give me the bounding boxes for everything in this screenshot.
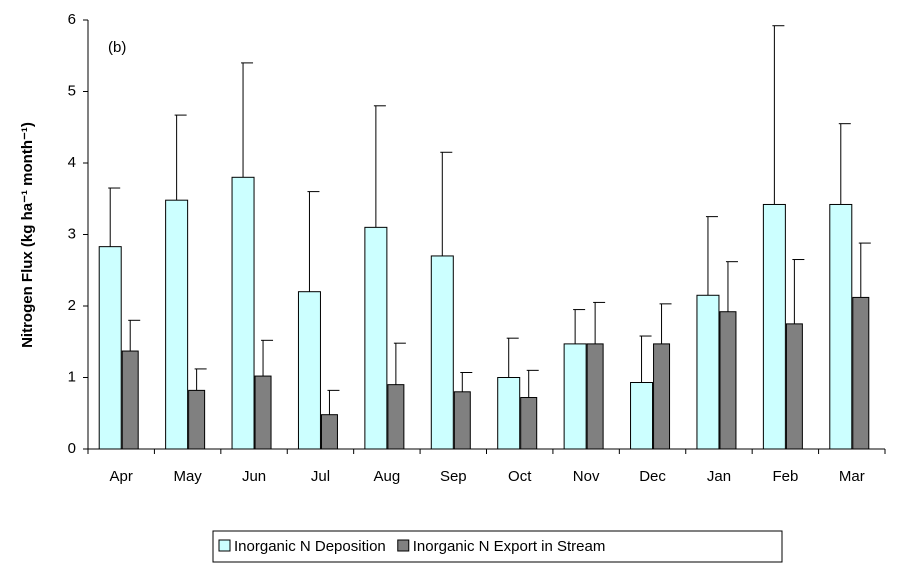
legend-swatch xyxy=(397,539,410,552)
x-tick-label: Jun xyxy=(242,468,266,485)
y-tick-label: 4 xyxy=(68,154,76,171)
legend-swatch xyxy=(218,539,231,552)
bar xyxy=(121,350,139,450)
bar xyxy=(630,382,654,450)
y-tick-label: 1 xyxy=(68,368,76,385)
bar xyxy=(254,375,272,450)
bar xyxy=(297,291,321,450)
bar xyxy=(98,246,122,450)
x-tick-label: Aug xyxy=(374,468,401,485)
x-tick-label: Jul xyxy=(311,468,330,485)
legend-box xyxy=(212,530,783,563)
x-tick-label: Feb xyxy=(772,468,798,485)
bar xyxy=(653,343,671,450)
bar xyxy=(829,203,853,450)
y-tick-label: 3 xyxy=(68,225,76,242)
bar xyxy=(387,384,405,450)
y-tick-label: 0 xyxy=(68,440,76,457)
bar xyxy=(165,199,189,450)
x-tick-label: Jan xyxy=(707,468,731,485)
bar xyxy=(364,226,388,450)
bar xyxy=(231,176,255,450)
bar xyxy=(453,391,471,450)
bar xyxy=(320,414,338,450)
x-tick-label: Sep xyxy=(440,468,467,485)
bar xyxy=(762,203,786,450)
bar xyxy=(563,343,587,450)
legend-label: Inorganic N Export in Stream xyxy=(413,538,606,555)
y-tick-label: 6 xyxy=(68,11,76,28)
bar xyxy=(188,389,206,450)
y-axis-label: Nitrogen Flux (kg ha⁻¹ month⁻¹) xyxy=(19,122,36,348)
bar xyxy=(586,343,604,450)
bar xyxy=(497,377,521,450)
y-tick-label: 2 xyxy=(68,297,76,314)
legend-label: Inorganic N Deposition xyxy=(234,538,386,555)
annotation: (b) xyxy=(108,39,126,56)
x-tick-label: Dec xyxy=(639,468,666,485)
bar xyxy=(785,323,803,450)
bar xyxy=(430,255,454,450)
bar xyxy=(520,397,538,450)
bar xyxy=(852,296,870,450)
x-tick-label: Apr xyxy=(110,468,133,485)
y-tick-label: 5 xyxy=(68,82,76,99)
bar xyxy=(696,294,720,450)
x-tick-label: Nov xyxy=(573,468,600,485)
x-tick-label: Mar xyxy=(839,468,865,485)
x-tick-label: May xyxy=(173,468,202,485)
bar xyxy=(719,311,737,450)
x-tick-label: Oct xyxy=(508,468,532,485)
